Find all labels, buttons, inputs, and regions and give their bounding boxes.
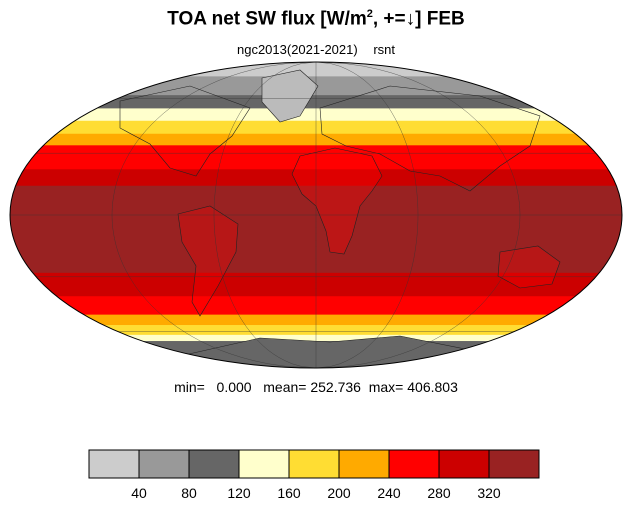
case-label: ngc2013(2021-2021) xyxy=(236,42,358,57)
statistics-line: min= 0.000 mean= 252.736 max= 406.803 xyxy=(0,379,632,395)
colorbar-tick-label: 240 xyxy=(377,485,401,501)
colorbar-tick-label: 160 xyxy=(277,485,301,501)
greenland-shape xyxy=(261,69,319,123)
max-label: max= xyxy=(368,379,404,395)
min-value: 0.000 xyxy=(216,379,252,395)
plot-title: TOA net SW flux [W/m2, +=↓] FEB xyxy=(0,8,632,30)
colorbar-swatch-4 xyxy=(288,449,340,479)
world-map xyxy=(9,61,623,369)
colorbar-swatch-8 xyxy=(488,449,540,479)
longitude-line xyxy=(213,62,317,368)
longitude-line xyxy=(111,62,317,368)
colorbar-swatch-0 xyxy=(88,449,140,479)
map-border xyxy=(9,61,623,369)
colorbar xyxy=(88,449,540,479)
colorbar-tick-label: 120 xyxy=(227,485,251,501)
mean-value: 252.736 xyxy=(310,379,361,395)
longitude-line xyxy=(315,62,521,368)
colorbar-swatch-2 xyxy=(188,449,240,479)
colorbar-swatch-1 xyxy=(138,449,190,479)
colorbar-swatch-5 xyxy=(338,449,390,479)
mean-label: mean= xyxy=(263,379,307,395)
africa-shape xyxy=(291,147,383,255)
colorbar-tick-label: 280 xyxy=(427,485,451,501)
colorbar-swatch-6 xyxy=(388,449,440,479)
colorbar-swatch-7 xyxy=(438,449,490,479)
variable-label: rsnt xyxy=(373,42,395,57)
colorbar-tick-label: 80 xyxy=(181,485,197,501)
longitude-line xyxy=(315,62,419,368)
title-text: TOA net SW flux [W/m xyxy=(167,8,367,30)
colorbar-tick-label: 200 xyxy=(327,485,351,501)
min-label: min= xyxy=(174,379,205,395)
colorbar-tick-label: 320 xyxy=(477,485,501,501)
colorbar-tick-label: 40 xyxy=(131,485,147,501)
max-value: 406.803 xyxy=(407,379,458,395)
title-suffix: , +=↓] FEB xyxy=(372,8,465,30)
colorbar-swatch-3 xyxy=(238,449,290,479)
north-america-shape xyxy=(119,85,251,177)
eurasia-shape xyxy=(319,85,541,192)
plot-subtitle: ngc2013(2021-2021) rsnt xyxy=(0,42,632,57)
australia-shape xyxy=(497,245,561,289)
title-superscript: 2 xyxy=(366,8,373,20)
